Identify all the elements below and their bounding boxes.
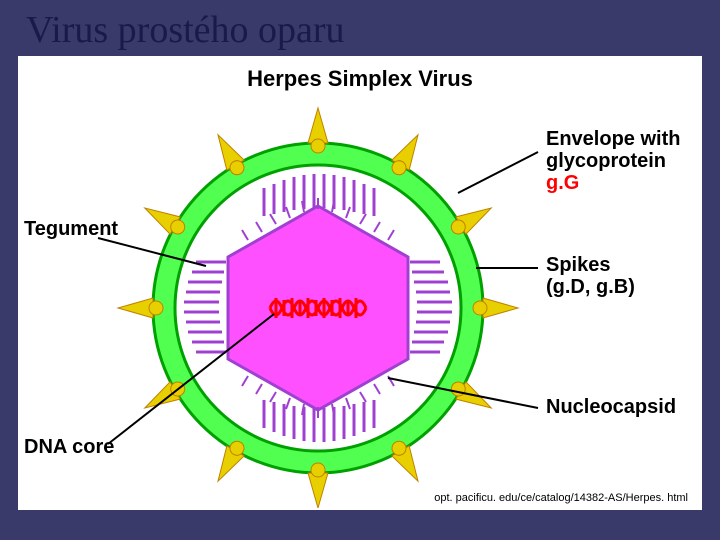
label-nucleocapsid: Nucleocapsid (546, 396, 676, 418)
figure-title: Herpes Simplex Virus (247, 66, 473, 92)
slide-title: Virus prostého oparu (26, 8, 345, 52)
label-envelope-line2: glycoprotein (546, 150, 666, 172)
figure-area: Herpes Simplex Virus (18, 56, 702, 510)
label-dna-core: DNA core (24, 436, 114, 458)
label-spikes-line1: Spikes (546, 254, 610, 276)
label-spikes: Spikes (g.D, g.B) (546, 254, 635, 298)
label-envelope: Envelope with glycoprotein g.G (546, 128, 680, 194)
label-envelope-line1: Envelope with (546, 128, 680, 150)
label-tegument: Tegument (24, 218, 118, 240)
label-spikes-line2: (g.D, g.B) (546, 276, 635, 298)
label-envelope-gG: g.G (546, 172, 579, 194)
citation: opt. pacificu. edu/ce/catalog/14382-AS/H… (434, 492, 688, 504)
